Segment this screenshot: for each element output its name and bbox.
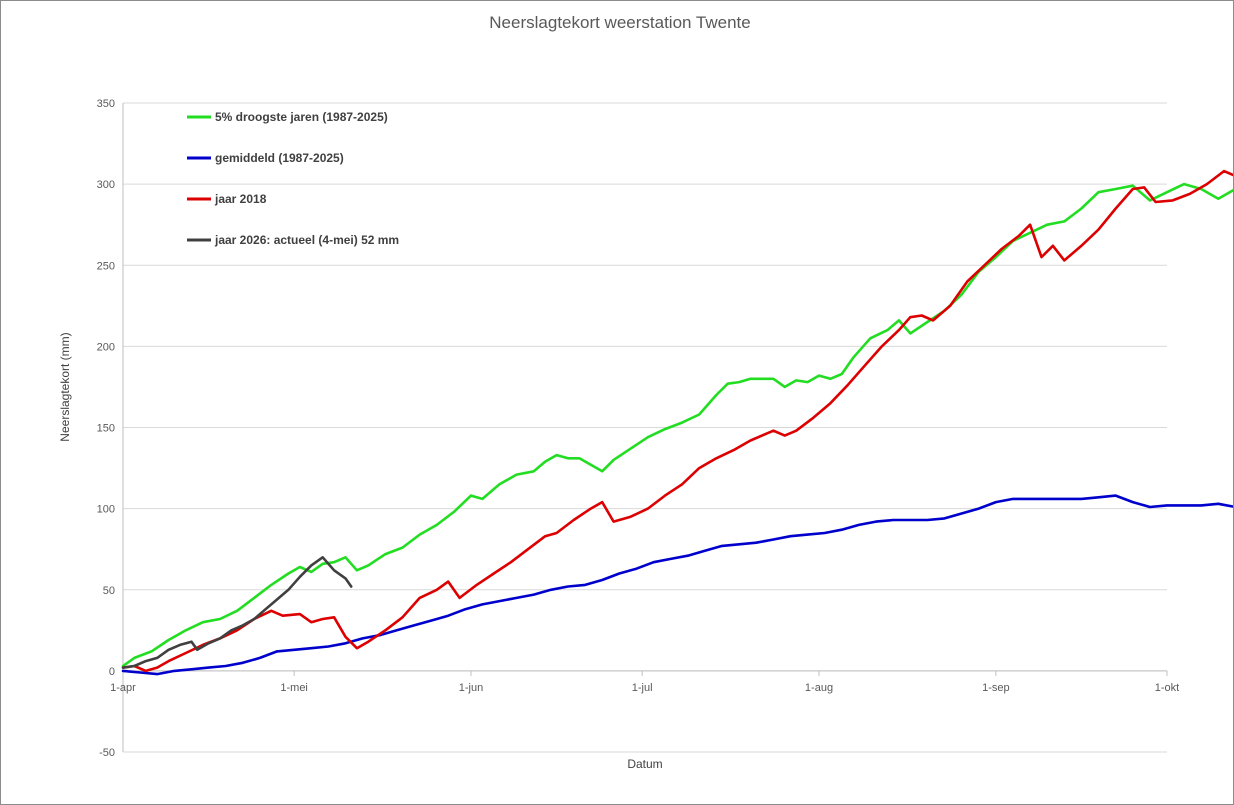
series-line-4 bbox=[121, 555, 353, 669]
y-tick-label: 50 bbox=[103, 585, 115, 597]
x-tick-label: 1-apr bbox=[110, 682, 136, 694]
series-lines bbox=[121, 169, 1233, 676]
series-line-3 bbox=[121, 169, 1233, 673]
legend-entry: 5% droogste jaren (1987-2025) bbox=[215, 110, 388, 124]
y-tick-label: 300 bbox=[97, 179, 115, 191]
y-tick-label: 100 bbox=[97, 504, 115, 516]
x-tick-label: 1-aug bbox=[805, 682, 833, 694]
grid-lines bbox=[123, 102, 1167, 753]
y-tick-label: 250 bbox=[97, 260, 115, 272]
chart-title: Neerslagtekort weerstation Twente bbox=[489, 13, 750, 32]
y-axis-label: Neerslagtekort (mm) bbox=[58, 332, 72, 441]
legend-entry: gemiddeld (1987-2025) bbox=[215, 151, 344, 165]
y-tick-label: 0 bbox=[109, 666, 115, 678]
legend: 5% droogste jaren (1987-2025) gemiddeld (… bbox=[187, 110, 399, 247]
x-tick-labels: 1-apr 1-mei 1-jun 1-jul 1-aug 1-sep 1-okt bbox=[110, 682, 1179, 694]
series-line-2 bbox=[121, 494, 1233, 676]
x-axis-label: Datum bbox=[627, 757, 662, 771]
y-tick-label: -50 bbox=[99, 747, 115, 759]
legend-entry: jaar 2018 bbox=[214, 192, 267, 206]
y-tick-labels: -50 0 50 100 150 200 250 300 350 bbox=[97, 98, 115, 759]
y-tick-label: 150 bbox=[97, 423, 115, 435]
series-line-1 bbox=[121, 182, 1233, 668]
x-tick-label: 1-jun bbox=[459, 682, 483, 694]
x-tick-label: 1-jul bbox=[632, 682, 653, 694]
legend-entry: jaar 2026: actueel (4-mei) 52 mm bbox=[214, 233, 399, 247]
x-tick-label: 1-okt bbox=[1155, 682, 1179, 694]
x-tick-label: 1-mei bbox=[280, 682, 308, 694]
x-tick-label: 1-sep bbox=[982, 682, 1010, 694]
y-tick-label: 350 bbox=[97, 98, 115, 110]
y-tick-label: 200 bbox=[97, 341, 115, 353]
